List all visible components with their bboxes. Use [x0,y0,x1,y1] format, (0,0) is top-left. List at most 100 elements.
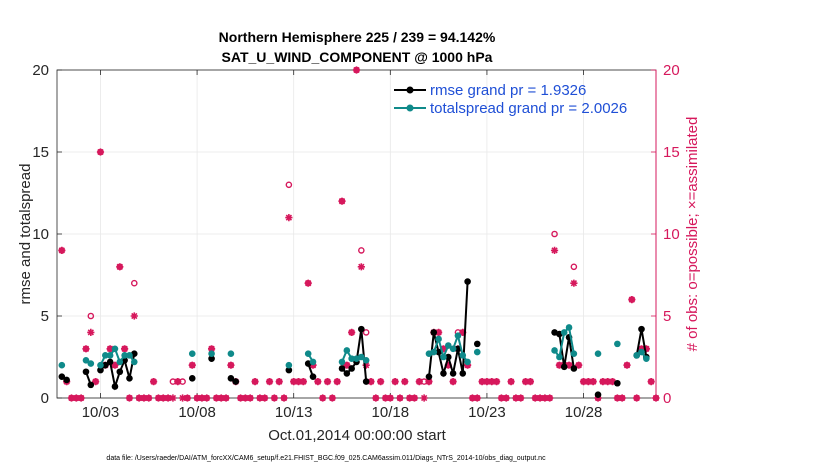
totalspread-point [309,358,317,366]
totalspread-point [304,350,312,358]
ticks: 10/03 10/08 10/13 10/18 10/23 10/28 0 5 10 15 20 0 5… [32,62,679,421]
legend-rmse-label: rmse grand pr = 1.9326 [430,82,586,99]
assimilated-obs-marker [294,378,303,386]
totalspread-point [638,348,645,356]
assimilated-obs-marker [623,361,631,369]
assimilated-obs-marker [178,394,187,402]
totalspread-point [58,361,66,369]
totalspread-point [111,345,119,353]
assimilated-obs-marker [579,378,588,386]
assimilated-obs-marker [391,378,399,386]
assimilated-obs-marker [565,361,573,369]
assimilated-obs-marker [314,378,322,386]
assimilated-obs-marker [348,328,356,336]
assimilated-obs-marker [512,394,520,402]
assimilated-obs-marker [299,378,307,386]
totalspread-point [338,358,346,366]
assimilated-obs-marker [517,394,525,402]
possible-obs-marker [130,279,138,287]
y-tick-label: 10 [32,226,49,243]
assimilated-obs-marker [58,246,66,254]
assimilated-obs-marker [526,378,535,386]
rmse-point [58,373,66,380]
assimilated-obs-marker [140,394,148,402]
assimilated-obs-marker [449,378,457,386]
rmse-point [638,325,645,333]
rmse-point [358,325,365,333]
assimilated-obs-marker [261,394,269,402]
assimilated-obs-marker [492,378,501,386]
assimilated-obs-marker [96,148,105,156]
x-tick-label: 10/23 [468,404,506,421]
y-tick-label: 15 [32,144,49,161]
assimilated-obs-marker [647,378,655,386]
rmse-point [285,366,293,374]
totalspread-point [97,361,104,369]
assimilated-obs-marker [575,361,583,369]
assimilated-obs-marker [362,361,370,369]
rmse-point [126,375,133,382]
x-tick-label: 10/03 [82,404,120,421]
legend-spread-label: totalspread grand pr = 2.0026 [430,100,627,117]
assimilated-obs-marker [275,378,283,386]
totalspread-point [430,348,438,356]
assimilated-obs-marker [410,394,419,402]
assimilated-obs-marker [488,378,496,386]
x-tick-label: 10/28 [565,404,603,421]
assimilated-obs-marker [280,394,288,402]
assimilated-obs-marker [608,378,617,386]
rmse-point [232,378,240,385]
assimilated-obs-marker [377,378,385,386]
rmse-point [102,361,109,369]
assimilated-obs-marker [222,394,230,402]
totalspread-point [116,358,124,366]
rmse-point [87,381,95,389]
assimilated-obs-marker [333,378,341,386]
assimilated-obs-marker [386,394,394,402]
possible-obs-marker [285,181,293,189]
assimilated-obs-marker [251,378,259,386]
legend-rmse-marker [406,86,414,94]
totalspread-point [459,352,467,359]
assimilated-obs-marker [188,361,196,369]
rmse-point [111,383,119,390]
right-y-tick-label: 20 [663,62,680,79]
rmse-point [449,370,457,377]
assimilated-obs-marker [633,394,641,402]
assimilated-obs-marker [116,263,124,271]
assimilated-obs-marker [135,394,143,402]
right-y-axis-label: # of obs: o=possible; ×=assimilated [684,117,701,352]
assimilated-obs-marker [203,394,211,402]
rmse-point [82,368,90,376]
y-tick-label: 0 [41,390,49,407]
assimilated-obs-marker [439,345,448,353]
assimilated-obs-marker [420,394,428,402]
rmse-point [116,368,124,376]
totalspread-point [565,324,573,331]
rmse-point [227,375,235,382]
rmse-point [425,373,433,380]
assimilated-obs-marker [217,394,225,402]
assimilated-obs-marker [599,378,607,386]
assimilated-obs-marker [652,394,660,402]
assimilated-obs-marker [241,394,249,402]
assimilated-obs-marker [198,394,206,402]
rmse-point [430,329,438,336]
rmse-point [464,278,471,285]
assimilated-obs-marker [367,378,375,386]
assimilated-obs-marker [546,394,554,402]
assimilated-obs-marker [425,378,433,386]
assimilated-obs-marker [150,378,158,386]
assimilated-obs-marker [87,328,95,336]
rmse-point [208,355,215,362]
assimilated-obs-marker [478,378,486,386]
legend-spread-marker [406,104,414,112]
rmse-point [188,375,196,382]
assimilated-obs-marker [236,394,245,402]
rmse-point [594,391,602,399]
assimilated-obs-marker [444,361,452,369]
totalspread-point [556,353,563,361]
totalspread-point [130,358,138,366]
assimilated-obs-marker [584,378,592,386]
assimilated-obs-marker [82,345,90,353]
